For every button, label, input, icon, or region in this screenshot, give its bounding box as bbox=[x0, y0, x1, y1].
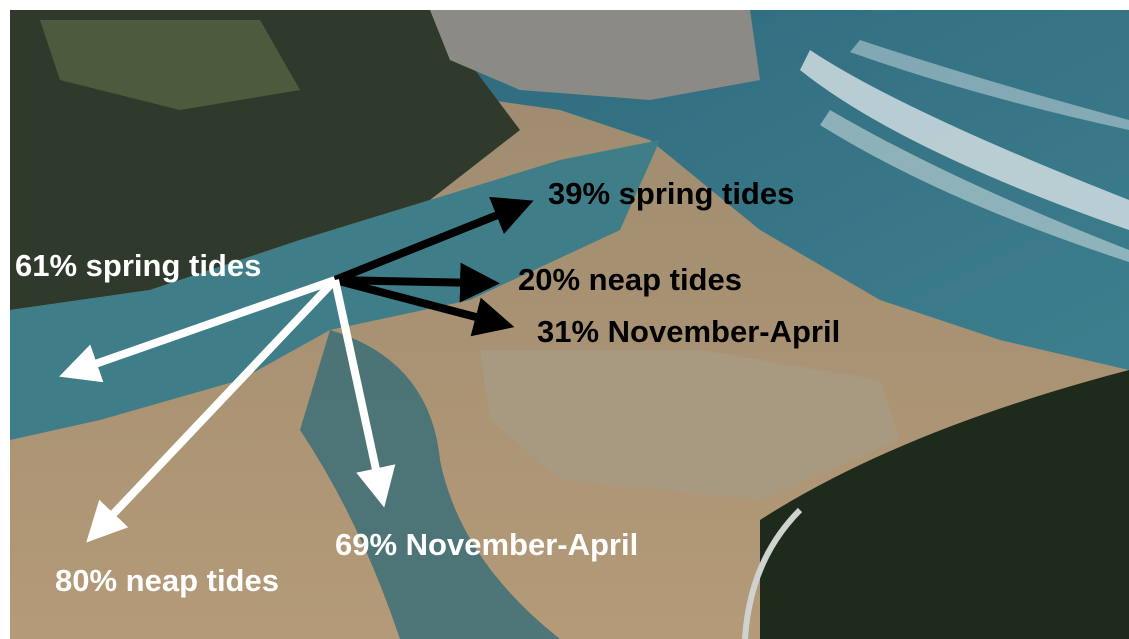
annotation: 69% November-April bbox=[335, 527, 638, 562]
page: 39% spring tides 20% neap tides 31% Nove… bbox=[0, 0, 1129, 639]
annotation: 39% spring tides bbox=[548, 176, 794, 211]
annotated-photo: 39% spring tides 20% neap tides 31% Nove… bbox=[0, 0, 1129, 639]
annotation: 20% neap tides bbox=[518, 262, 742, 297]
annotation: 61% spring tides bbox=[15, 248, 261, 283]
annotation: 31% November-April bbox=[537, 314, 840, 349]
annotation: 80% neap tides bbox=[55, 563, 279, 598]
